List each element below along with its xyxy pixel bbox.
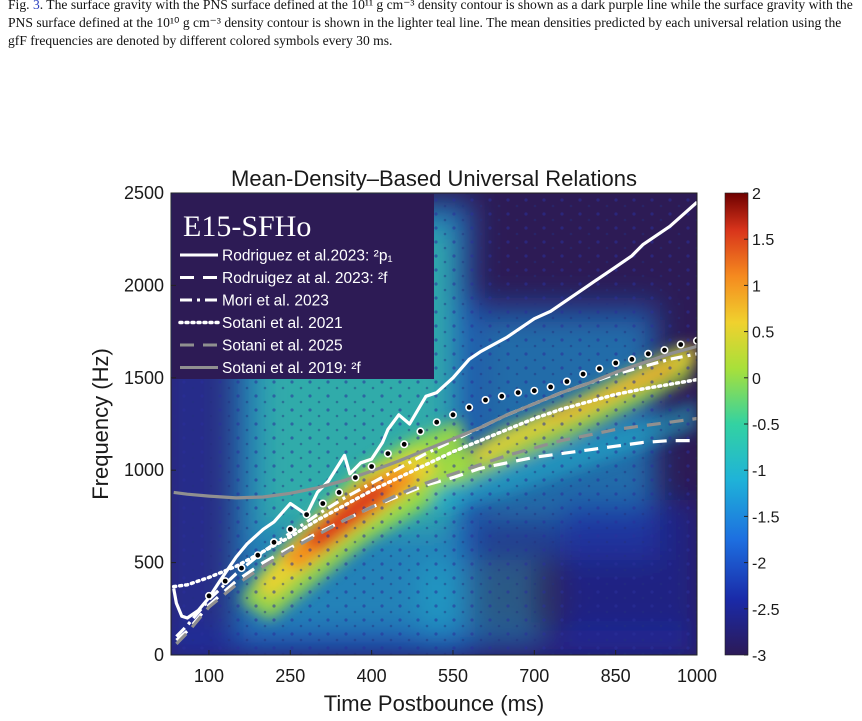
marker-point <box>416 427 425 436</box>
marker-point <box>644 349 653 358</box>
caption-prefix: Fig. <box>8 0 33 12</box>
y-axis-label: Frequency (Hz) <box>88 348 113 500</box>
marker-point <box>611 358 620 367</box>
colorbar-tick-label: -2.5 <box>752 602 780 619</box>
y-tick-label: 2500 <box>124 183 164 203</box>
marker-point <box>221 577 230 586</box>
series-line-5 <box>175 416 697 646</box>
colorbar-tick-label: 0.5 <box>752 325 774 342</box>
marker-point <box>237 564 246 573</box>
marker-point <box>335 488 344 497</box>
marker-point <box>579 370 588 379</box>
legend-box <box>172 194 434 379</box>
colorbar-tick-label: -1.5 <box>752 509 780 526</box>
marker-point <box>302 510 311 519</box>
marker-point <box>367 462 376 471</box>
series-line-6 <box>173 344 697 500</box>
legend-label-1: Rodriguez et al.2023: ²p₁ <box>222 248 393 265</box>
y-axis: 0 500 1000 1500 2000 2500 <box>124 183 176 665</box>
marker-point <box>530 386 539 395</box>
marker-point <box>676 340 685 349</box>
marker-point <box>465 403 474 412</box>
y-tick-label: 1000 <box>124 460 164 480</box>
y-tick-label: 500 <box>134 553 164 573</box>
series-line-4 <box>171 377 697 589</box>
marker-point <box>481 395 490 404</box>
marker-point <box>383 449 392 458</box>
x-tick-label: 100 <box>194 666 224 686</box>
marker-point <box>627 355 636 364</box>
marker-point <box>514 388 523 397</box>
marker-point <box>400 440 409 449</box>
x-tick-label: 1000 <box>677 666 717 686</box>
marker-point <box>253 551 262 560</box>
x-tick-label: 700 <box>519 666 549 686</box>
marker-point <box>562 377 571 386</box>
marker-point <box>318 499 327 508</box>
chart-title: Mean-Density–Based Universal Relations <box>231 166 637 191</box>
figure-ref-link[interactable]: 3 <box>32 0 40 12</box>
colorbar-tick-label: 0 <box>752 371 761 388</box>
y-tick-label: 0 <box>154 645 164 665</box>
colorbar-tick-label: 2 <box>752 186 761 203</box>
plot-frame <box>170 192 698 656</box>
marker-point <box>205 591 214 600</box>
y-tick-label: 2000 <box>124 275 164 295</box>
colorbar-tick-label: -2 <box>752 556 766 573</box>
colorbar-ticks: 2 1.5 1 0.5 0 -0.5 -1 -1.5 -2 -2.5 -3 <box>744 186 780 665</box>
legend-label-5: Sotani et al. 2025 <box>222 338 343 355</box>
marker-point <box>660 346 669 355</box>
colorbar-tick-label: 1 <box>752 278 761 295</box>
marker-point <box>351 473 360 482</box>
legend-label-4: Sotani et al. 2021 <box>222 315 343 332</box>
panel-label: E15-SFHo <box>183 210 311 243</box>
x-axis: 100 250 400 550 700 850 1000 <box>194 650 717 686</box>
x-tick-label: 850 <box>601 666 631 686</box>
legend: E15-SFHo Rodriguez et al.2023: ²p₁ Rodrui… <box>172 194 434 379</box>
colorbar-tick-label: 1.5 <box>752 232 774 249</box>
colorbar-tick-label: -0.5 <box>752 417 780 434</box>
colorbar-tick-label: -3 <box>752 648 766 665</box>
marker-point <box>497 392 506 401</box>
legend-label-6: Sotani et al. 2019: ²f <box>222 360 361 377</box>
colorbar-tick-label: -1 <box>752 463 766 480</box>
series-line-2 <box>175 439 697 642</box>
y-tick-label: 1500 <box>124 368 164 388</box>
marker-point <box>432 418 441 427</box>
x-tick-label: 400 <box>357 666 387 686</box>
legend-label-3: Mori et al. 2023 <box>222 293 329 310</box>
series-layer <box>171 201 697 646</box>
x-axis-label: Time Postbounce (ms) <box>324 691 544 716</box>
legend-label-2: Rodruigez at al. 2023: ²f <box>222 270 388 287</box>
marker-point <box>546 382 555 391</box>
marker-point <box>448 410 457 419</box>
marker-point <box>595 364 604 373</box>
x-tick-label: 550 <box>438 666 468 686</box>
marker-layer <box>205 336 697 600</box>
x-tick-label: 250 <box>275 666 305 686</box>
series-line-1 <box>172 201 697 620</box>
figure-caption: Fig. 3. The surface gravity with the PNS… <box>8 0 858 50</box>
marker-point <box>286 525 295 534</box>
caption-text: . The surface gravity with the PNS surfa… <box>8 0 853 48</box>
marker-point <box>269 538 278 547</box>
